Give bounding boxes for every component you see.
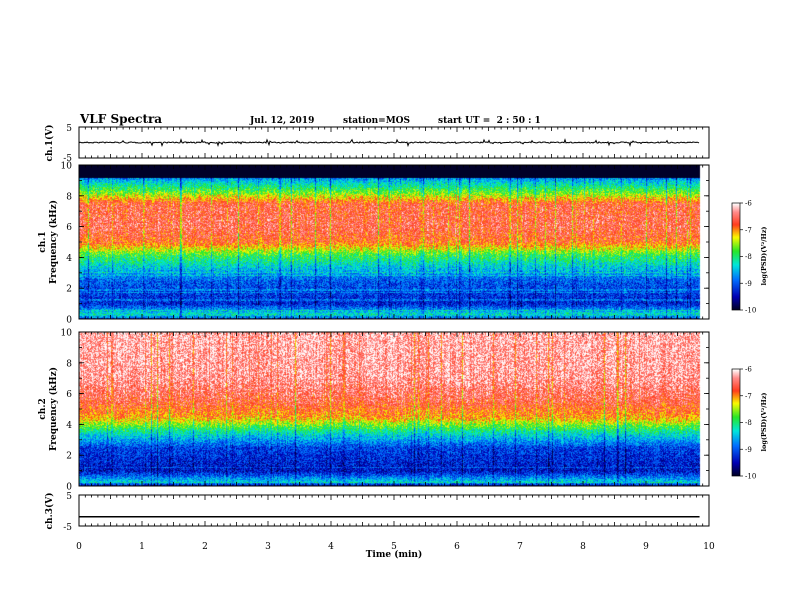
ch3-ytick-top: 5 <box>66 492 72 502</box>
x-tick-label: 10 <box>703 542 715 552</box>
time-axis-label: Time (min) <box>366 549 423 560</box>
ch2-spectrogram-xticks <box>78 332 710 486</box>
x-tick-label: 5 <box>391 542 397 552</box>
ch1-spectrogram-plot <box>79 165 709 319</box>
colorbar-tick-label: -9 <box>745 280 752 288</box>
time-tick-labels: 0 1 2 3 4 5 6 7 8 9 10 <box>76 542 715 552</box>
ch2-colorbar-ticks: -6 -7 -8 -9 -10 <box>740 366 756 481</box>
ch2-colorbar-gradient <box>732 369 740 476</box>
colorbar-tick-label: -6 <box>745 366 752 374</box>
x-tick-label: 2 <box>202 542 208 552</box>
ch1-ytick-top: 5 <box>66 124 72 134</box>
colorbar-tick-label: -10 <box>745 307 756 315</box>
frequency-tick-label: 6 <box>66 223 72 233</box>
frequency-tick-label: 0 <box>66 483 72 493</box>
colorbar-tick-label: -6 <box>745 200 752 208</box>
ch2-frequency-ylabel: Frequency (kHz) <box>48 367 59 451</box>
ch1-voltage-line <box>78 138 700 148</box>
x-tick-label: 7 <box>517 542 523 552</box>
x-tick-label: 4 <box>328 542 334 552</box>
frequency-tick-label: 0 <box>66 316 72 326</box>
ch1-colorbar-label: log(PSD)(V²/Hz) <box>760 227 768 286</box>
ch1-spectrogram-panel: 0 2 4 6 8 10 ch.1 Frequency (kHz) <box>38 162 710 326</box>
ch1-colorbar: -6 -7 -8 -9 -10 log(PSD)(V²/Hz) <box>731 200 768 315</box>
x-tick-label: 8 <box>580 542 586 552</box>
colorbar-tick-label: -8 <box>745 419 752 427</box>
x-tick-label: 9 <box>643 542 649 552</box>
frequency-tick-label: 8 <box>66 359 72 369</box>
ch2-colorbar: -6 -7 -8 -9 -10 log(PSD)(V²/Hz) <box>731 366 768 481</box>
frequency-tick-label: 10 <box>61 329 73 339</box>
frequency-tick-label: 8 <box>66 192 72 202</box>
frequency-tick-label: 6 <box>66 390 72 400</box>
x-tick-label: 6 <box>454 542 460 552</box>
station-label: station=MOS <box>343 116 410 126</box>
start-time-label: start UT = 2 : 50 : 1 <box>438 116 541 126</box>
x-tick-label: 0 <box>76 542 82 552</box>
ch1-ytick-bottom: -5 <box>63 154 72 164</box>
ch2-spectrogram-image <box>79 332 709 486</box>
ch2-spectrogram-panel: 0 2 4 6 8 10 ch.2 Frequency (kHz) <box>38 329 710 493</box>
ch1-voltage-panel: 5 -5 ch.1(V) <box>44 124 710 164</box>
colorbar-tick-label: -7 <box>745 226 752 234</box>
ch1-colorbar-gradient <box>732 203 740 310</box>
ch3-voltage-ylabel: ch.3(V) <box>44 493 55 530</box>
frequency-tick-label: 2 <box>66 452 72 462</box>
frequency-tick-label: 4 <box>66 254 72 264</box>
x-tick-label: 1 <box>139 542 145 552</box>
ch1-spectrogram-xticks <box>78 165 710 319</box>
ch1-voltage-ylabel: ch.1(V) <box>44 125 55 162</box>
ch1-frequency-ylabel: Frequency (kHz) <box>48 200 59 284</box>
ch2-colorbar-label: log(PSD)(V²/Hz) <box>760 393 768 452</box>
ch1-colorbar-strip <box>732 203 740 310</box>
frequency-tick-label: 4 <box>66 421 72 431</box>
ch1-colorbar-ticks: -6 -7 -8 -9 -10 <box>740 200 756 315</box>
colorbar-tick-label: -8 <box>745 253 752 261</box>
colorbar-tick-label: -9 <box>745 446 752 454</box>
ch1-spectrogram-yticks: 0 2 4 6 8 10 <box>61 162 709 326</box>
ch2-colorbar-strip <box>732 369 740 476</box>
ch3-ytick-bottom: -5 <box>63 523 72 533</box>
ch2-spectrogram-plot <box>79 332 709 486</box>
frequency-tick-label: 2 <box>66 285 72 295</box>
ch2-spectrogram-yticks: 0 2 4 6 8 10 <box>61 329 709 493</box>
ch1-spectrogram-image <box>79 165 709 319</box>
ch2-spectrogram-ylabel: ch.2 <box>38 398 48 419</box>
date-label: Jul. 12, 2019 <box>249 116 314 126</box>
ch3-panel-ticks <box>78 495 710 526</box>
ch1-spectrogram-ylabel: ch.1 <box>38 231 48 252</box>
figure-title: VLF Spectra <box>79 112 162 126</box>
ch3-voltage-panel: 5 -5 ch.3(V) 0 1 2 3 4 5 6 7 8 9 10 Time (min) <box>44 492 715 560</box>
x-tick-label: 3 <box>265 542 271 552</box>
colorbar-tick-label: -7 <box>745 392 752 400</box>
ch1-panel-ticks <box>78 127 710 158</box>
colorbar-tick-label: -10 <box>745 473 756 481</box>
frequency-tick-label: 10 <box>61 162 73 172</box>
